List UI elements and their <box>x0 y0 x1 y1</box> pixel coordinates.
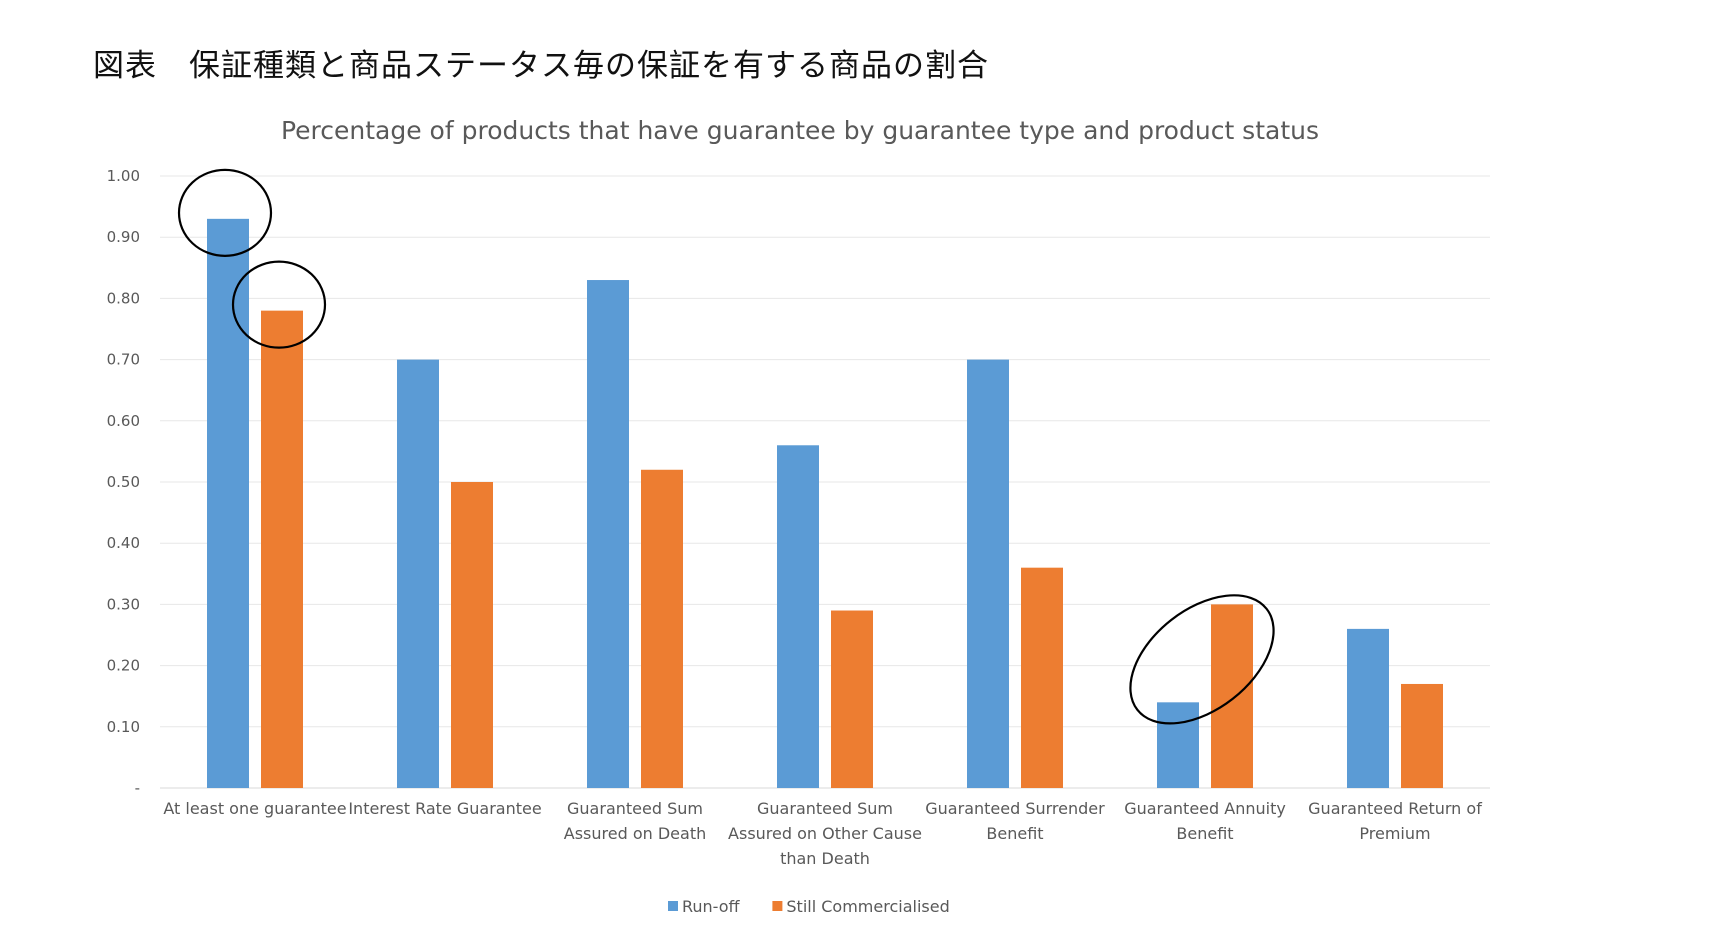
y-tick-label: 0.30 <box>107 595 140 613</box>
bar-run-off <box>207 218 249 789</box>
x-axis-category-labels: At least one guarantee Interest Rate Guar… <box>163 799 1482 868</box>
bar-still-commercialised <box>1401 683 1443 788</box>
y-tick-label: - <box>135 779 140 797</box>
legend: Run-off Still Commercialised <box>668 897 950 916</box>
y-tick-label: 0.40 <box>107 534 140 552</box>
bar-run-off <box>587 280 629 788</box>
legend-label: Run-off <box>682 897 741 916</box>
x-category-label: Guaranteed Return of Premium <box>1308 799 1482 843</box>
bar-still-commercialised <box>1211 604 1253 788</box>
legend-label: Still Commercialised <box>786 897 949 916</box>
bar-run-off <box>397 359 439 788</box>
bar-run-off <box>1347 628 1389 788</box>
highlight-annotations <box>177 168 1275 725</box>
bar-still-commercialised <box>641 469 683 788</box>
y-tick-label: 0.20 <box>107 657 140 675</box>
bar-run-off <box>1157 702 1199 788</box>
x-category-label: Guaranteed Surrender Benefit <box>925 799 1105 843</box>
bar-run-off <box>777 445 819 788</box>
bar-still-commercialised <box>261 310 303 788</box>
y-tick-label: 0.70 <box>107 351 140 369</box>
legend-swatch <box>772 901 783 911</box>
highlight-ellipse <box>231 260 327 349</box>
y-tick-label: 0.80 <box>107 289 140 307</box>
y-tick-label: 0.60 <box>107 412 140 430</box>
x-category-label: Interest Rate Guarantee <box>348 799 541 818</box>
y-axis-tick-labels: - 0.10 0.20 0.30 0.40 0.50 0.60 0.70 0.80 0.90 1.0… <box>107 167 140 797</box>
bar-still-commercialised <box>831 610 873 788</box>
highlight-ellipse <box>177 168 273 257</box>
y-tick-label: 1.00 <box>107 167 140 185</box>
x-category-label: Guaranteed Sum Assured on Other Cause than… <box>728 799 922 868</box>
bar-run-off <box>967 359 1009 788</box>
x-category-label: At least one guarantee <box>163 799 346 818</box>
y-tick-label: 0.10 <box>107 718 140 736</box>
y-tick-label: 0.90 <box>107 228 140 246</box>
gridlines <box>160 175 1490 789</box>
figure-caption: 図表 保証種類と商品ステータス毎の保証を有する商品の割合 <box>93 48 989 84</box>
bars <box>207 218 1443 789</box>
highlight-ellipse <box>1129 594 1275 725</box>
y-tick-label: 0.50 <box>107 473 140 491</box>
x-category-label: Guaranteed Annuity Benefit <box>1124 799 1286 843</box>
x-category-label: Guaranteed Sum Assured on Death <box>564 799 706 843</box>
bar-still-commercialised <box>451 482 493 788</box>
bar-still-commercialised <box>1021 567 1063 788</box>
legend-swatch <box>668 901 678 911</box>
chart-title: Percentage of products that have guarant… <box>281 116 1319 145</box>
